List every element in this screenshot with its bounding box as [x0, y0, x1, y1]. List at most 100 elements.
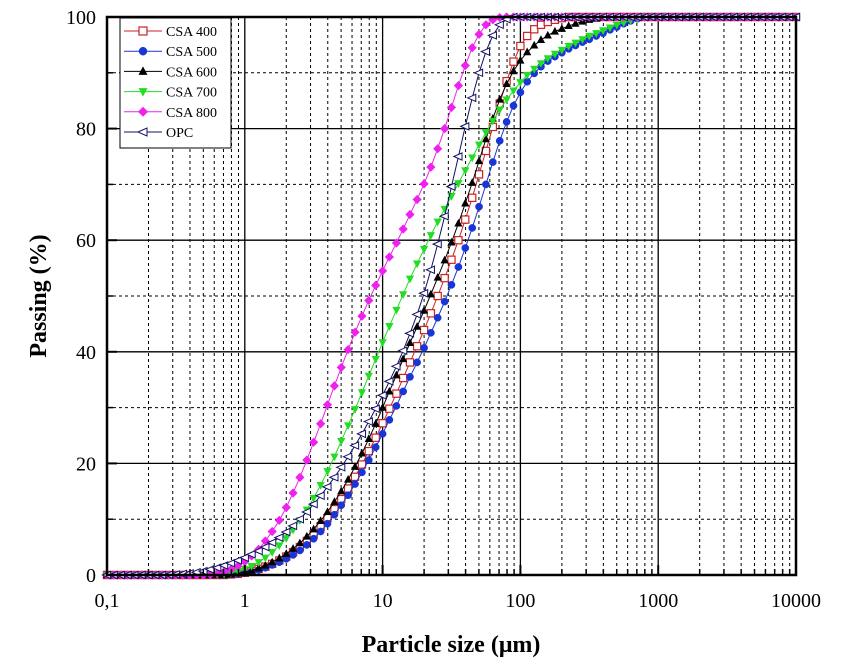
- data-point-diamond: [329, 381, 340, 391]
- data-point-circle: [296, 546, 304, 555]
- data-point-square: [516, 41, 525, 51]
- data-point-square: [536, 20, 546, 30]
- data-point-triangle-up: [138, 66, 148, 75]
- data-point-triangle-down: [592, 30, 601, 38]
- data-point-triangle-down: [509, 87, 518, 96]
- data-point-triangle-left: [445, 182, 456, 191]
- data-point-diamond: [274, 515, 284, 525]
- data-point-triangle-up: [385, 386, 394, 395]
- data-point-square: [364, 446, 373, 456]
- data-point-circle: [337, 501, 346, 510]
- data-point-triangle-down: [330, 453, 339, 462]
- data-point-circle: [433, 313, 442, 322]
- data-point-triangle-up: [316, 516, 325, 524]
- data-point-square: [447, 255, 456, 264]
- data-point-triangle-down: [530, 65, 539, 74]
- data-point-triangle-down: [550, 50, 560, 59]
- data-point-triangle-left: [314, 491, 325, 501]
- data-point-circle: [289, 551, 297, 559]
- data-point-triangle-down: [536, 60, 546, 68]
- data-point-triangle-up: [302, 531, 311, 540]
- data-point-diamond: [481, 20, 491, 30]
- x-tick-label: 1000: [638, 590, 678, 612]
- data-point-triangle-down: [543, 55, 552, 63]
- data-point-diamond: [378, 266, 388, 276]
- data-point-triangle-down: [344, 422, 353, 431]
- x-tick-label: 0,1: [95, 590, 120, 612]
- legend-item: OPC: [124, 126, 193, 141]
- data-point-triangle-up: [309, 524, 318, 533]
- data-point-triangle-down: [598, 27, 608, 35]
- data-point-diamond: [440, 124, 450, 134]
- data-point-diamond: [267, 526, 277, 537]
- data-point-triangle-left: [238, 553, 249, 563]
- data-point-triangle-up: [426, 289, 435, 298]
- data-point-circle: [427, 328, 435, 337]
- legend-label: CSA 400: [166, 25, 217, 40]
- data-point-diamond: [384, 252, 394, 262]
- data-point-triangle-down: [138, 88, 148, 97]
- x-tick-labels: 0,1 1 10 100 1000 10000: [95, 590, 822, 612]
- data-point-triangle-left: [411, 310, 422, 319]
- data-point-circle: [330, 510, 339, 519]
- x-tick-label: 10: [373, 590, 393, 612]
- data-point-triangle-left: [480, 47, 491, 56]
- data-point-triangle-up: [516, 55, 525, 64]
- data-point-triangle-up: [357, 448, 367, 457]
- data-point-square: [412, 342, 422, 351]
- data-point-diamond: [371, 280, 381, 290]
- data-point-square: [454, 236, 463, 245]
- data-point-triangle-down: [523, 71, 532, 80]
- y-tick-label: 40: [76, 342, 96, 364]
- data-point-triangle-left: [245, 549, 256, 559]
- data-point-triangle-down: [488, 117, 497, 126]
- data-point-triangle-down: [323, 468, 332, 476]
- data-point-triangle-up: [571, 19, 580, 27]
- data-point-triangle-down: [392, 306, 401, 315]
- data-point-triangle-left: [369, 404, 380, 414]
- data-point-square: [398, 373, 408, 383]
- data-point-triangle-up: [523, 47, 532, 56]
- data-point-diamond: [357, 311, 367, 321]
- data-point-triangle-left: [280, 527, 291, 537]
- data-point-triangle-down: [571, 39, 580, 48]
- x-tick-label: 100: [505, 590, 535, 612]
- data-point-diamond: [343, 344, 353, 355]
- legend-label: CSA 700: [166, 86, 217, 101]
- data-point-square: [419, 325, 429, 335]
- data-point-circle: [482, 180, 490, 189]
- data-point-triangle-up: [474, 156, 484, 165]
- data-point-triangle-down: [405, 275, 415, 284]
- data-point-triangle-left: [225, 558, 236, 568]
- data-point-triangle-up: [364, 434, 373, 442]
- data-point-diamond: [322, 400, 333, 410]
- data-point-triangle-up: [344, 474, 353, 483]
- data-point-triangle-down: [585, 32, 594, 41]
- data-point-circle: [344, 491, 352, 500]
- data-point-diamond: [474, 29, 484, 39]
- data-point-triangle-left: [301, 507, 311, 517]
- data-point-triangle-up: [481, 134, 491, 143]
- data-point-triangle-left: [383, 377, 394, 386]
- data-point-triangle-up: [440, 255, 449, 264]
- data-point-triangle-down: [461, 167, 470, 176]
- data-point-triangle-left: [418, 288, 429, 298]
- data-point-triangle-left: [211, 563, 222, 573]
- data-point-diamond: [288, 488, 298, 498]
- data-point-triangle-down: [309, 494, 318, 503]
- y-tick-label: 0: [86, 565, 96, 587]
- y-tick-label: 80: [76, 119, 96, 141]
- data-point-diamond: [391, 238, 402, 248]
- data-point-circle: [420, 344, 428, 352]
- data-point-square: [440, 273, 449, 283]
- data-point-triangle-up: [509, 66, 518, 75]
- data-point-triangle-left: [404, 329, 415, 338]
- data-point-diamond: [138, 106, 148, 117]
- data-point-circle: [461, 244, 470, 252]
- data-point-triangle-up: [543, 30, 552, 39]
- data-point-triangle-left: [431, 239, 442, 249]
- y-axis-title: Passing (%): [26, 234, 52, 357]
- data-point-triangle-up: [447, 237, 456, 246]
- data-point-triangle-down: [557, 46, 566, 55]
